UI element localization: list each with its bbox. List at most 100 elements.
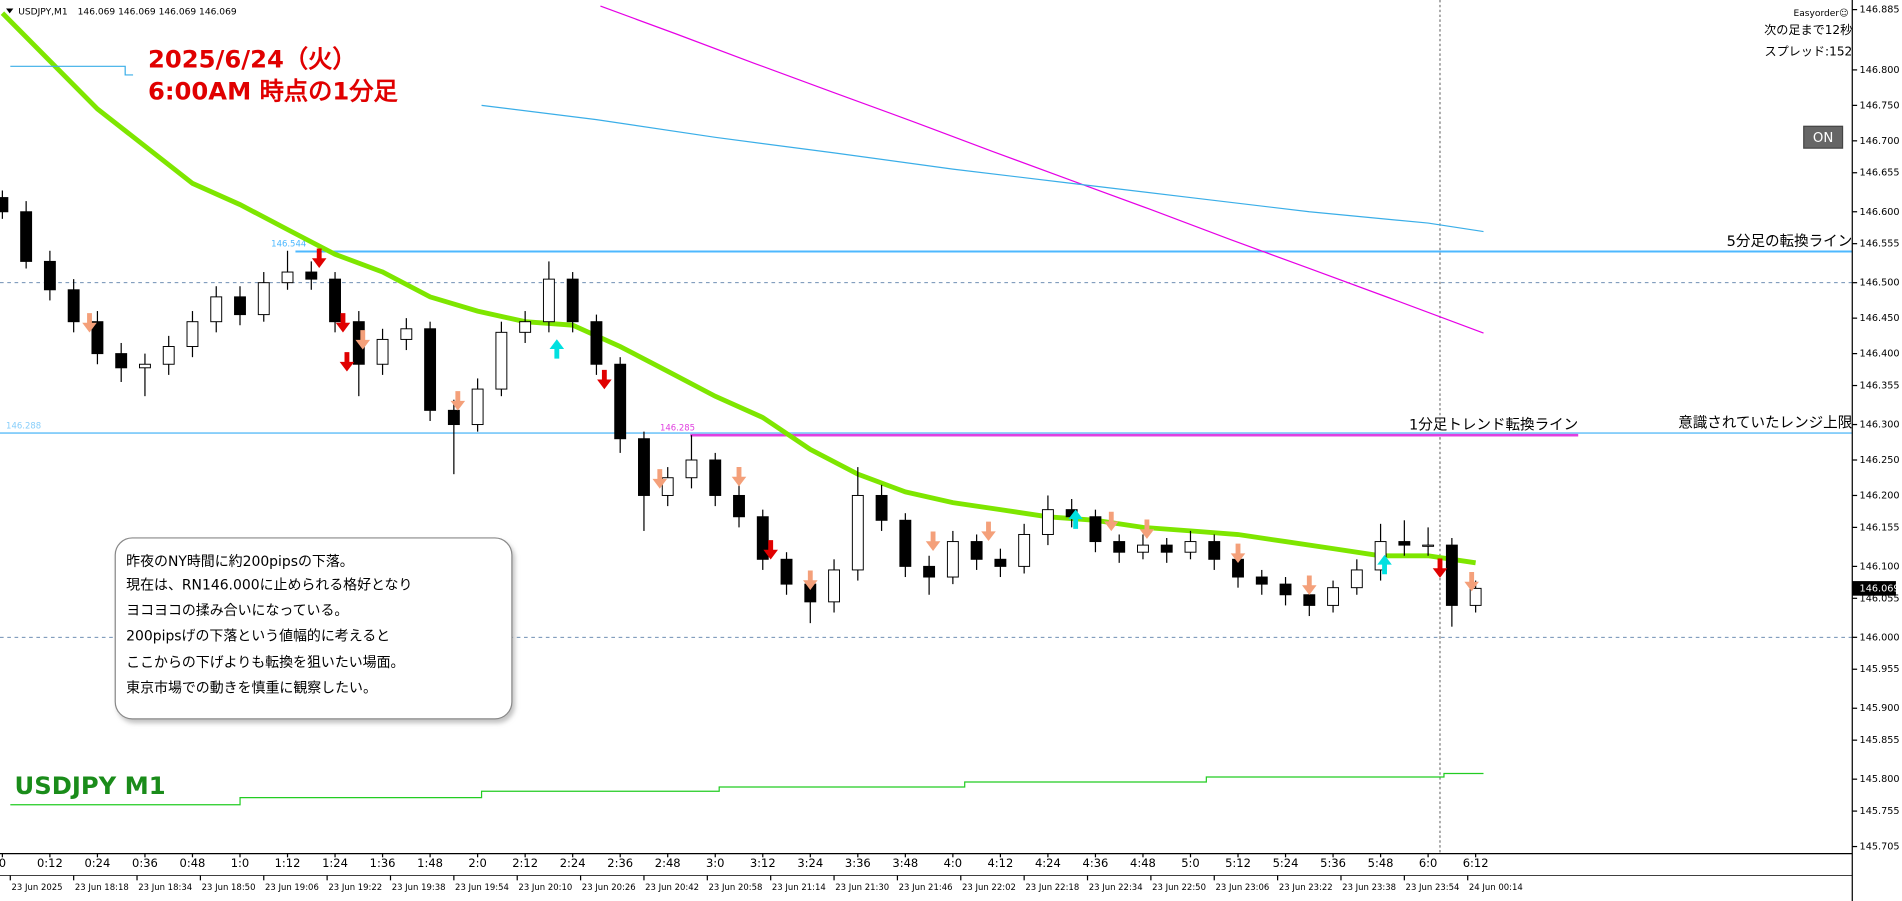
candle-body (828, 569, 840, 603)
candle-body (1089, 516, 1102, 543)
symbol-title: USDJPY,M1 (18, 8, 67, 18)
y-tick-label: 146.500 (1860, 278, 1900, 289)
candle-body (234, 296, 246, 316)
signal-arrow (652, 469, 668, 489)
level-value-label: 146.285 (660, 423, 695, 433)
candle-body (1018, 533, 1031, 567)
candle-body (899, 519, 912, 567)
candle-body (257, 282, 270, 316)
x-tick-label: 0:12 (37, 856, 63, 870)
candle-body (400, 328, 413, 340)
note-box (114, 537, 513, 720)
x-date-label: 23 Jun 21:14 (772, 883, 826, 893)
candle-body (709, 459, 722, 496)
signal-arrow (763, 540, 778, 560)
last-price-label: 146.069 (1860, 583, 1900, 594)
on-button-label[interactable]: ON (1813, 131, 1833, 146)
note-line: 昨夜のNY時間に約200pipsの下落。 (126, 554, 354, 570)
x-date-label: 23 Jun 19:06 (265, 883, 319, 893)
x-tick-label: 4:12 (987, 856, 1013, 870)
candle-body (542, 278, 555, 323)
y-tick-label: 145.705 (1860, 842, 1900, 853)
candle-body (685, 459, 698, 479)
signal-arrow (981, 521, 996, 542)
y-tick-label: 146.655 (1860, 168, 1900, 179)
x-tick-label: 3:12 (750, 856, 776, 870)
note-line: 200pipsげの下落という値幅的に考えると (126, 628, 390, 644)
level-value-label: 146.288 (6, 421, 41, 431)
x-tick-label: 5:24 (1273, 856, 1299, 870)
headline: 6:00AM 時点の1分足 (148, 76, 399, 105)
x-tick-label: 4:0 (944, 856, 963, 870)
candle-body (376, 338, 389, 365)
x-date-label: 23 Jun 23:22 (1279, 883, 1333, 893)
note-line: ここからの下げよりも転換を狙いたい場面。 (126, 655, 404, 671)
y-tick-label: 145.855 (1860, 735, 1900, 746)
x-date-label: 24 Jun 00:14 (1469, 883, 1523, 893)
x-tick-label: 0:24 (84, 856, 110, 870)
candle-body (566, 278, 579, 323)
candle-body (1184, 541, 1197, 553)
x-tick-label: 3:36 (845, 856, 871, 870)
candle-body (495, 331, 508, 390)
candle-body (1327, 587, 1340, 606)
x-tick-label: 1:24 (322, 856, 348, 870)
candle-body (1469, 587, 1482, 606)
candle-body (329, 278, 341, 323)
candle-body (780, 558, 793, 585)
x-date-label: 23 Jun 20:58 (709, 883, 763, 893)
note-line: ヨコヨコの揉み合いになっている。 (126, 603, 348, 619)
candle-body (1137, 544, 1149, 553)
x-tick-label: 1:36 (370, 856, 396, 870)
signal-arrow (82, 313, 97, 333)
y-tick-label: 146.400 (1860, 349, 1900, 360)
signal-arrow (1104, 511, 1119, 532)
ohlc-header: 146.069 146.069 146.069 146.069 (78, 8, 237, 18)
x-date-label: 23 Jun 20:26 (582, 883, 636, 893)
x-date-label: 23 Jun 19:22 (328, 883, 382, 893)
level-value-label: 146.544 (271, 240, 306, 250)
y-tick-label: 146.700 (1860, 136, 1900, 147)
candle-body (1041, 509, 1054, 535)
candle-body (0, 197, 9, 213)
candle-body (590, 321, 603, 365)
candle-body (923, 565, 936, 578)
y-tick-label: 146.200 (1860, 490, 1900, 501)
headline: 2025/6/24（火） (148, 45, 357, 74)
y-tick-label: 146.250 (1860, 455, 1900, 466)
x-tick-label: 6:12 (1463, 856, 1489, 870)
x-date-label: 23 Jun 23:38 (1342, 883, 1396, 893)
x-tick-label: 5:12 (1225, 856, 1251, 870)
y-tick-label: 145.955 (1860, 664, 1900, 675)
candle-body (424, 328, 437, 411)
x-date-label: 23 Jun 20:42 (645, 883, 699, 893)
plot-area: 146.544 146.288 146.285 (0, 0, 1853, 854)
x-tick-label: 1:48 (417, 856, 443, 870)
candle-body (210, 296, 223, 323)
candle-body (471, 388, 484, 426)
indicator-line (600, 5, 1484, 334)
x-date-label: 23 Jun 20:10 (518, 883, 572, 893)
signal-arrow (549, 339, 565, 359)
signal-arrow (1139, 519, 1155, 539)
signal-arrow (925, 531, 941, 551)
x-tick-label: 2:24 (560, 856, 586, 870)
x-tick-label: 1:0 (231, 856, 250, 870)
x-tick-label: 5:48 (1368, 856, 1394, 870)
y-tick-label: 146.000 (1860, 632, 1900, 643)
x-date-label: 23 Jun 19:54 (455, 883, 509, 893)
menu-icon[interactable] (6, 8, 14, 14)
signal-arrow (1464, 571, 1479, 592)
x-tick-label: 2:12 (512, 856, 538, 870)
candle-body (1303, 594, 1316, 606)
candle-body (661, 477, 674, 496)
x-date-label: 23 Jun 18:34 (138, 883, 192, 893)
candle-body (20, 211, 33, 262)
indicator-line (10, 772, 1484, 806)
on-button[interactable] (1803, 125, 1844, 149)
candle-body (1208, 541, 1221, 560)
signal-arrow (1068, 509, 1083, 529)
y-tick-label: 145.800 (1860, 774, 1900, 785)
x-date-label: 23 Jun 23:54 (1406, 883, 1460, 893)
